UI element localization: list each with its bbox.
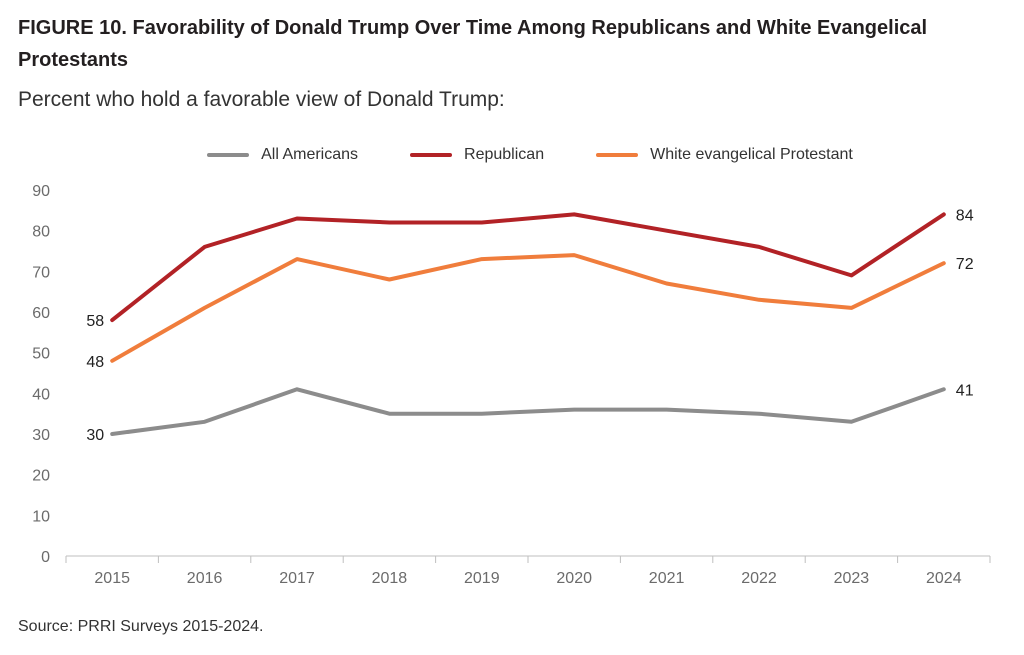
series-line-1 xyxy=(110,212,946,323)
y-tick-label: 0 xyxy=(41,549,50,566)
legend-item-republican: Republican xyxy=(410,146,544,164)
figure-subtitle: Percent who hold a favorable view of Don… xyxy=(18,88,505,111)
legend-swatch-white-evangelical xyxy=(596,153,639,157)
legend-label-republican: Republican xyxy=(464,146,545,163)
x-tick-label: 2021 xyxy=(649,570,685,587)
data-labels: 30 41 58 84 48 72 xyxy=(86,207,973,444)
data-label-last: 84 xyxy=(956,207,974,224)
x-tick-label: 2017 xyxy=(279,570,315,587)
figure-title: FIGURE 10. Favorability of Donald Trump … xyxy=(18,17,928,71)
x-tick-label: 2024 xyxy=(926,570,962,587)
x-tick-label: 2016 xyxy=(187,570,223,587)
legend-swatch-all-americans xyxy=(207,153,250,157)
x-tick-label: 2023 xyxy=(834,570,870,587)
x-axis: 2015 2016 2017 2018 2019 2020 2021 2022 2023 2024 xyxy=(65,555,991,587)
series-line-0 xyxy=(110,387,946,436)
series-line-2 xyxy=(110,253,946,363)
legend-label-white-evangelical: White evangelical Protestant xyxy=(650,146,853,163)
legend-label-all-americans: All Americans xyxy=(261,146,359,163)
series-lines xyxy=(110,212,946,436)
y-tick-label: 10 xyxy=(32,508,50,525)
y-tick-label: 40 xyxy=(32,386,50,403)
y-tick-label: 20 xyxy=(32,468,50,485)
y-tick-label: 80 xyxy=(32,224,50,241)
x-tick-label: 2020 xyxy=(556,570,592,587)
data-label-first: 30 xyxy=(86,427,104,444)
y-tick-label: 30 xyxy=(32,427,50,444)
source-note: Source: PRRI Surveys 2015-2024. xyxy=(18,618,264,635)
y-tick-label: 50 xyxy=(32,346,50,363)
y-tick-label: 60 xyxy=(32,305,50,322)
legend-item-all-americans: All Americans xyxy=(207,146,358,164)
x-tick-label: 2015 xyxy=(94,570,130,587)
y-tick-label: 70 xyxy=(32,264,50,281)
data-label-first: 58 xyxy=(86,313,104,330)
legend-item-white-evangelical: White evangelical Protestant xyxy=(596,146,853,164)
x-tick-label: 2022 xyxy=(741,570,777,587)
y-axis: 0 10 20 30 40 50 60 70 80 90 xyxy=(32,183,50,566)
data-label-last: 41 xyxy=(956,382,974,399)
data-label-last: 72 xyxy=(956,256,974,273)
data-label-first: 48 xyxy=(86,354,104,371)
x-tick-label: 2018 xyxy=(372,570,408,587)
chart-legend: All Americans Republican White evangelic… xyxy=(0,140,1024,170)
x-tick-label: 2019 xyxy=(464,570,500,587)
legend-swatch-republican xyxy=(410,153,453,157)
y-tick-label: 90 xyxy=(32,183,50,200)
